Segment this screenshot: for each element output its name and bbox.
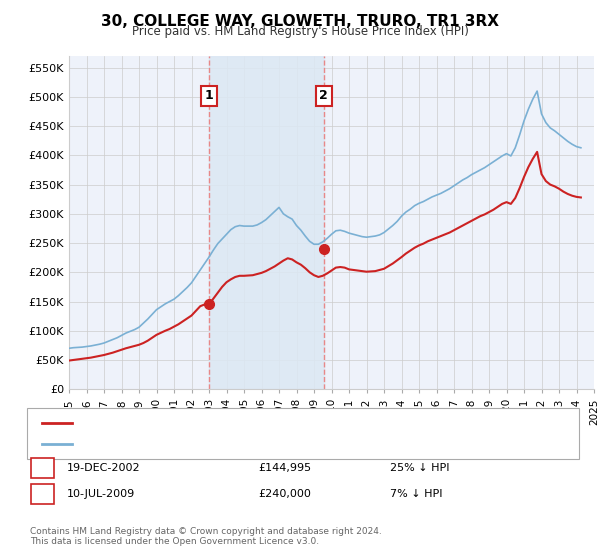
Text: HPI: Average price, detached house, Cornwall: HPI: Average price, detached house, Corn… [78,438,316,449]
Text: Price paid vs. HM Land Registry's House Price Index (HPI): Price paid vs. HM Land Registry's House … [131,25,469,38]
Text: 30, COLLEGE WAY, GLOWETH, TRURO, TR1 3RX: 30, COLLEGE WAY, GLOWETH, TRURO, TR1 3RX [101,14,499,29]
Text: 10-JUL-2009: 10-JUL-2009 [67,489,136,499]
Text: 2: 2 [319,90,328,102]
Text: 1: 1 [205,90,214,102]
Text: 1: 1 [39,463,46,473]
Text: 19-DEC-2002: 19-DEC-2002 [67,463,141,473]
Text: 2: 2 [39,489,46,499]
Text: 25% ↓ HPI: 25% ↓ HPI [390,463,449,473]
Text: 30, COLLEGE WAY, GLOWETH, TRURO, TR1 3RX (detached house): 30, COLLEGE WAY, GLOWETH, TRURO, TR1 3RX… [78,418,419,428]
Text: £144,995: £144,995 [258,463,311,473]
Bar [209,56,323,389]
Text: £240,000: £240,000 [258,489,311,499]
Text: 7% ↓ HPI: 7% ↓ HPI [390,489,443,499]
Text: Contains HM Land Registry data © Crown copyright and database right 2024.
This d: Contains HM Land Registry data © Crown c… [30,526,382,546]
